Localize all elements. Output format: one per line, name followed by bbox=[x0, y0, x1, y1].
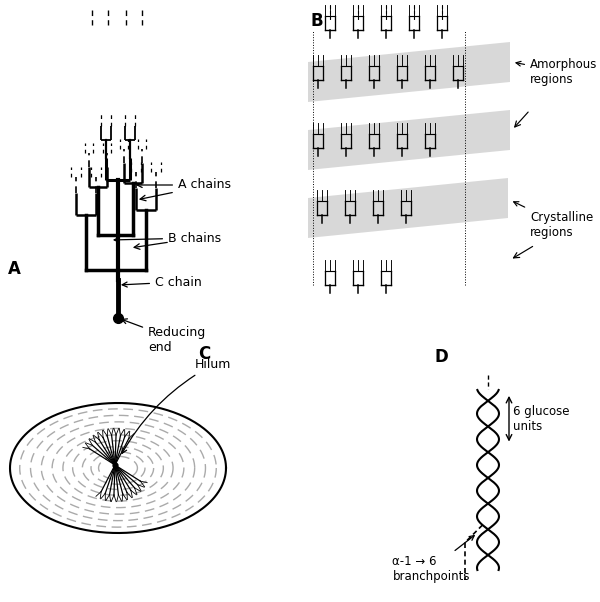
Text: 6 glucose
units: 6 glucose units bbox=[513, 405, 569, 433]
Text: Reducing
end: Reducing end bbox=[122, 319, 206, 354]
Polygon shape bbox=[308, 42, 510, 102]
Text: Amorphous
regions: Amorphous regions bbox=[516, 58, 598, 86]
Polygon shape bbox=[308, 178, 508, 238]
Text: α-1 → 6
branchpoints: α-1 → 6 branchpoints bbox=[392, 536, 474, 583]
Text: Crystalline
regions: Crystalline regions bbox=[514, 202, 593, 239]
Text: B chains: B chains bbox=[114, 232, 221, 244]
Text: Hilum: Hilum bbox=[122, 358, 232, 453]
Polygon shape bbox=[308, 110, 510, 170]
Text: A chains: A chains bbox=[137, 179, 231, 191]
Text: D: D bbox=[435, 348, 449, 366]
Text: A: A bbox=[8, 260, 21, 278]
Text: C chain: C chain bbox=[122, 276, 202, 288]
Text: C: C bbox=[198, 345, 210, 363]
Text: B: B bbox=[310, 12, 323, 30]
